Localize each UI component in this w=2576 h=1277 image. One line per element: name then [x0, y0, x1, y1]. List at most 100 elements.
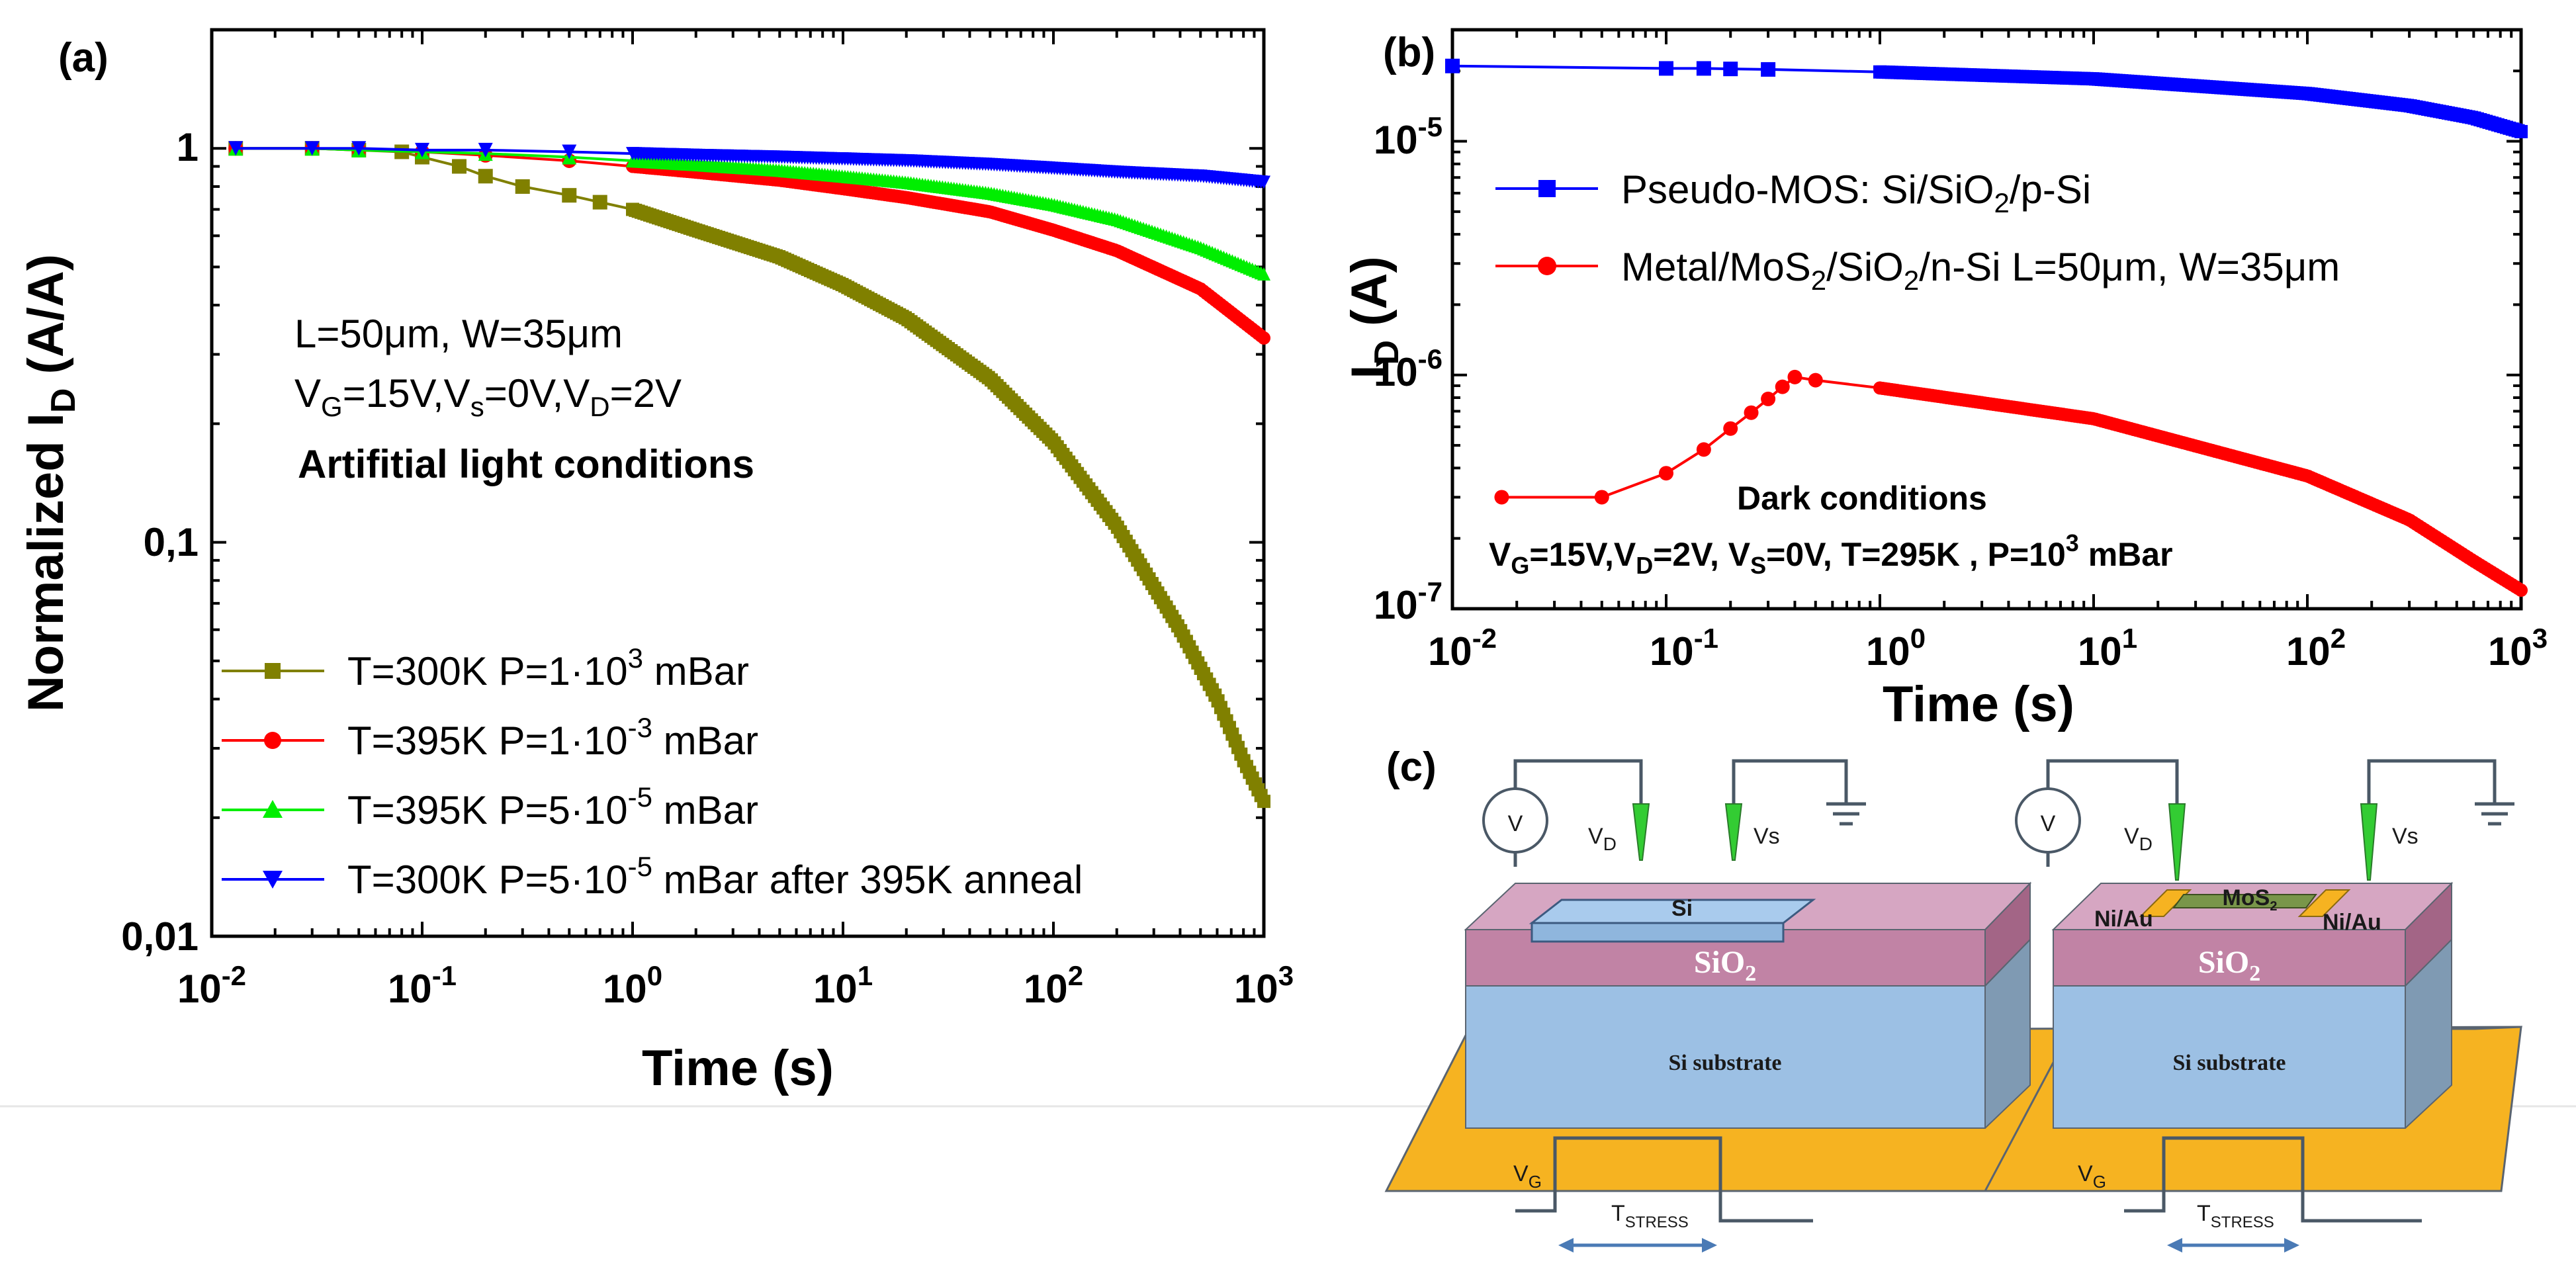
b-legend-item: Metal/MoS2/SiO2/n-Si L=50μm, W=35μm [1495, 245, 2340, 296]
tstress-label: TSTRESS [1611, 1201, 1689, 1231]
data-point [1257, 267, 1270, 281]
data-point [1723, 421, 1738, 436]
oxide-label: SiO2 [2198, 945, 2260, 986]
a-legend-item: T=300K P=5·10-5 mBar after 395K anneal [222, 851, 1083, 902]
plot-a-frame [210, 28, 1266, 938]
data-point [2514, 124, 2528, 138]
tstress-label: TSTRESS [2197, 1201, 2274, 1231]
substrate-label: Si substrate [2173, 1051, 2286, 1075]
a-xtick-label: 103 [1234, 960, 1294, 1011]
data-point [478, 142, 493, 157]
a-legend-label: T=300K P=5·10-5 mBar after 395K anneal [347, 851, 1083, 902]
data-point [1659, 61, 1673, 76]
drain-probe-icon [2168, 803, 2186, 881]
b-xtick-label: 100 [1866, 623, 1926, 674]
b-xtick-labels: 10-2 10-1 100 101 102 103 [1428, 623, 2548, 674]
source-probe-icon [1724, 803, 1743, 861]
data-point [1761, 391, 1776, 406]
data-point [415, 142, 429, 157]
double-arrow-icon [2167, 1238, 2299, 1253]
a-legend-label: T=300K P=1·103 mBar [347, 642, 749, 693]
a-xtick-label: 100 [603, 960, 662, 1011]
wire-source [1732, 759, 1848, 804]
series-triangle-up [228, 141, 1270, 281]
voltmeter-icon [1482, 787, 1548, 854]
a-legend-label: T=395K P=1·10-3 mBar [347, 712, 758, 763]
voltmeter-label: V [2041, 811, 2056, 836]
contact-left-label: Ni/Au [2094, 906, 2153, 932]
sio2-layer [2053, 929, 2406, 987]
legend-triangle-down-marker-icon [263, 871, 283, 889]
legend-circle-marker-icon [1538, 257, 1556, 275]
substrate-label: Si substrate [1669, 1051, 1782, 1075]
voltmeter-icon [2015, 787, 2081, 854]
data-point [478, 169, 493, 184]
a-x-axis-title: Time (s) [642, 1040, 834, 1096]
panel-a: (a) 1 0,1 0,01 10-2 10-1 100 101 102 103… [18, 28, 1294, 1096]
series-triangle-down [228, 141, 1270, 189]
data-point [1659, 466, 1673, 481]
ground-icon [2475, 802, 2514, 826]
a-annotation-conditions: Artifitial light conditions [298, 442, 754, 486]
b-ytick-label: 10-7 [1374, 576, 1443, 627]
data-point [562, 144, 577, 159]
si-substrate [1465, 985, 1986, 1129]
data-point [351, 141, 367, 156]
b-xtick-label: 102 [2286, 623, 2346, 674]
a-legend-item: T=300K P=1·103 mBar [222, 642, 749, 693]
b-legend: Pseudo-MOS: Si/SiO2/p-Si Metal/MoS2/SiO2… [1495, 167, 2340, 296]
a-legend-item: T=395K P=5·10-5 mBar [222, 781, 758, 832]
channel-label: MoS2 [2223, 885, 2278, 914]
data-point [228, 141, 244, 156]
legend-circle-marker-icon [264, 732, 281, 749]
data-point [1744, 405, 1759, 420]
wire-drain [1513, 759, 1643, 804]
a-annotation-bias: VG=15V,Vs=0V,VD=2V [294, 371, 682, 422]
data-point [1257, 331, 1270, 345]
plot-b-frame [1450, 28, 2523, 611]
b-annotation-dark: Dark conditions [1737, 480, 1987, 517]
b-annotation-bias: VG=15V,VD=2V, VS=0V, T=295K , P=103 mBar [1489, 529, 2173, 579]
a-legend-item: T=395K P=1·10-3 mBar [222, 712, 758, 763]
data-point [1494, 490, 1509, 505]
data-point [1257, 175, 1270, 189]
data-point [1761, 62, 1776, 77]
panel-b: (b) 10-5 10-6 10-7 10-2 10-1 100 101 102… [1341, 28, 2548, 732]
b-xtick-label: 10-1 [1650, 623, 1718, 674]
data-point [304, 141, 320, 156]
data-point [2514, 584, 2528, 597]
mos2-channel [2172, 894, 2317, 908]
double-arrow-icon [1558, 1238, 1717, 1253]
b-ytick-label: 10-6 [1374, 343, 1443, 394]
b-x-axis-title: Time (s) [1883, 676, 2074, 732]
panel-a-label: (a) [58, 35, 109, 81]
a-legend: T=300K P=1·103 mBar T=395K P=1·10-3 mBar… [222, 642, 1083, 902]
vs-label: Vs [1754, 824, 1780, 849]
plot-a-series [228, 141, 1270, 809]
data-point [562, 188, 577, 203]
vg-label: VG [2078, 1161, 2106, 1192]
vd-label: VD [2124, 824, 2153, 854]
legend-triangle-up-marker-icon [263, 800, 283, 818]
drain-probe-icon [1632, 803, 1650, 861]
wire-source [2367, 759, 2497, 804]
data-point [1808, 373, 1823, 388]
data-point [1696, 61, 1711, 76]
si-top-label: Si [1671, 896, 1693, 921]
panel-c: (c) Si substrate SiO2 Si V [0, 744, 2576, 1253]
a-annotation-dimensions: L=50μm, W=35μm [294, 312, 623, 356]
data-point [592, 195, 607, 210]
data-point [1775, 379, 1790, 394]
vg-label: VG [1513, 1161, 1542, 1192]
a-y-axis-title: Normalized ID (A/A) [18, 254, 83, 712]
b-legend-label: Metal/MoS2/SiO2/n-Si L=50μm, W=35μm [1621, 245, 2340, 296]
source-probe-icon [2360, 803, 2378, 881]
a-ytick-label: 1 [177, 125, 199, 169]
b-legend-label: Pseudo-MOS: Si/SiO2/p-Si [1621, 167, 2091, 218]
data-point [1594, 490, 1609, 505]
a-xtick-label: 10-2 [177, 960, 246, 1011]
si-top-layer-front [1531, 922, 1785, 943]
ground-icon [1826, 802, 1866, 826]
a-xtick-labels: 10-2 10-1 100 101 102 103 [177, 960, 1294, 1011]
contact-left [2139, 889, 2192, 917]
